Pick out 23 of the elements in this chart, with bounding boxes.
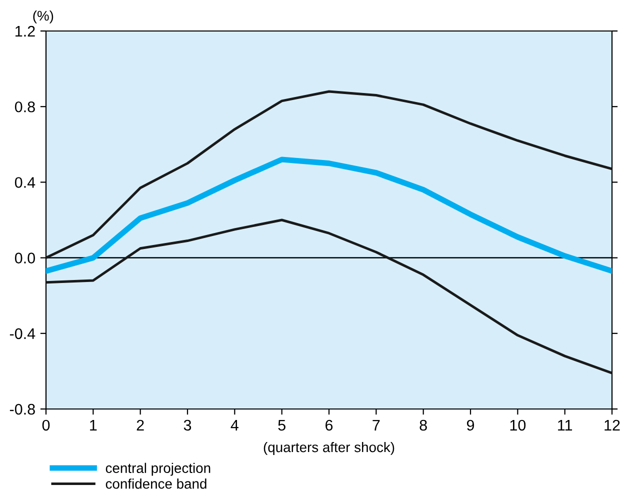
x-axis-title: (quarters after shock) [264,442,394,455]
x-tick-label: 12 [604,420,620,430]
x-tick-label: 8 [420,420,427,431]
y-tick-label: -0.4 [10,328,36,340]
x-tick-label: 5 [278,420,286,431]
y-tick-label: -0.8 [10,404,35,415]
x-tick-label: 3 [184,420,192,431]
y-tick-label: 0.4 [14,177,36,188]
y-tick-label: 1.2 [16,26,35,37]
y-tick-label: 0.8 [14,101,35,112]
x-tick-label: 1 [90,420,97,430]
x-tick-label: 0 [42,420,50,431]
x-tick-label: 7 [372,420,380,430]
x-tick-label: 6 [326,420,333,431]
x-tick-label: 9 [466,420,474,431]
legend-label: central projection [106,462,210,476]
x-tick-label: 10 [510,420,526,431]
x-tick-label: 11 [558,420,572,430]
legend-label: confidence band [106,478,206,489]
y-axis-title: (%) [33,10,54,24]
x-tick-label: 4 [230,420,238,430]
y-tick-label: 0.0 [14,252,35,264]
x-tick-label: 2 [136,420,144,430]
